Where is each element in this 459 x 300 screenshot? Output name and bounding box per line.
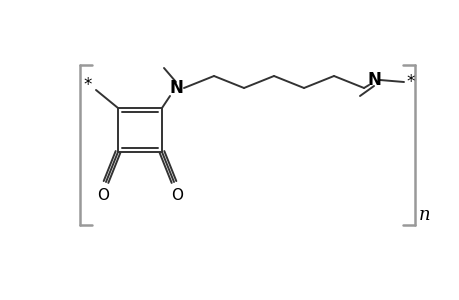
Text: *: * xyxy=(84,76,92,94)
Text: O: O xyxy=(97,188,109,202)
Text: N: N xyxy=(169,79,183,97)
Text: N: N xyxy=(366,71,380,89)
Text: *: * xyxy=(406,73,414,91)
Text: O: O xyxy=(171,188,183,202)
Text: n: n xyxy=(418,206,430,224)
